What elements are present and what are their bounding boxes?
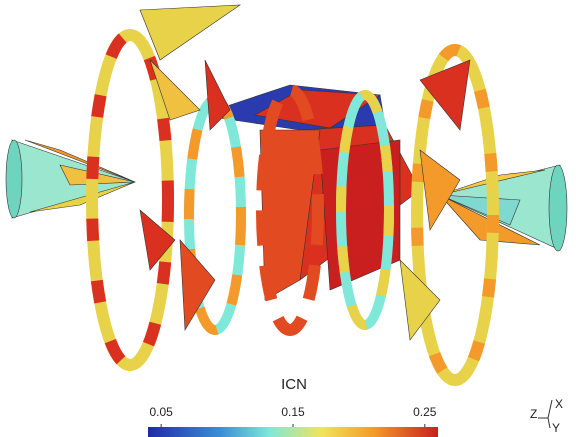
triad-z-label: Z <box>530 407 537 421</box>
colorbar-tick-label: 0.15 <box>281 405 305 419</box>
colorbar-gradient <box>148 427 438 437</box>
triad-y <box>548 418 550 428</box>
triad-x <box>548 400 552 418</box>
triad-x-label: X <box>555 397 563 411</box>
axes-triad <box>538 400 552 428</box>
page: ICN X Z Y 0.05 0.15 0.25 <box>0 0 576 437</box>
colorbar-tick-label: 0.25 <box>413 405 437 419</box>
visualization <box>6 5 567 380</box>
triad-y-label: Y <box>552 421 560 435</box>
colorbar-tick-label: 0.05 <box>150 405 174 419</box>
colorbar-label: ICN <box>281 376 307 393</box>
